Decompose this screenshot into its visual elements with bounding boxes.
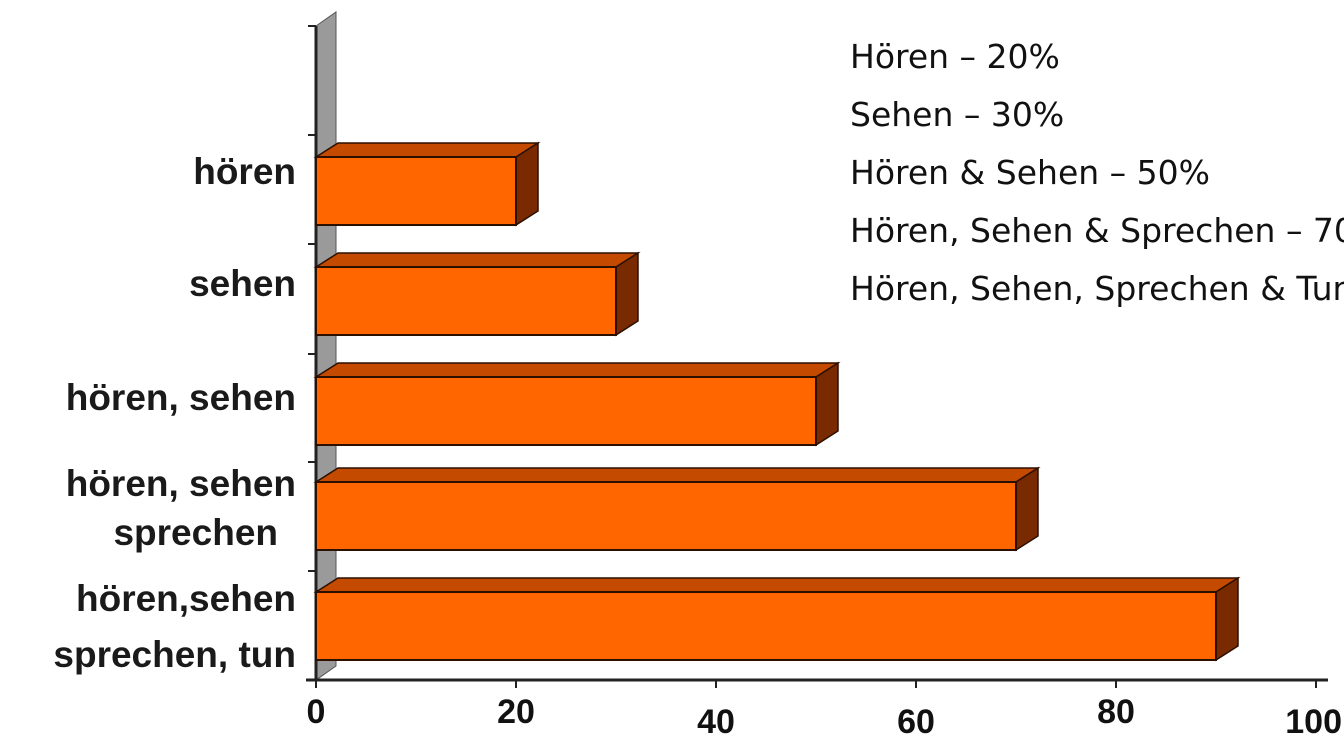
x-tick-label: 40: [697, 703, 735, 741]
category-label: sprechen, tun: [53, 634, 296, 675]
annotation-line: Hören – 20%: [850, 37, 1060, 76]
category-label: hören, sehen: [66, 463, 296, 504]
x-tick-label: 80: [1097, 693, 1135, 731]
annotation-line: Hören, Sehen, Sprechen & Tun – 90%: [850, 269, 1344, 308]
annotation-line: Hören, Sehen & Sprechen – 70%: [850, 211, 1344, 250]
bar-top-face: [313, 252, 641, 268]
bar-4: [313, 466, 1041, 552]
annotation-line: Sehen – 30%: [850, 95, 1064, 134]
bar-front-face: [315, 591, 1217, 661]
bar-2: [313, 251, 641, 337]
category-label: sehen: [189, 263, 296, 304]
bar-5: [313, 576, 1241, 662]
bar-front-face: [315, 156, 517, 226]
bar-top-face: [313, 577, 1241, 593]
bar-side-face: [1015, 466, 1039, 552]
bar-side-face: [615, 251, 639, 337]
bar-top-face: [313, 362, 841, 378]
x-axis: 0 20 40 60 80 100: [306, 678, 1342, 741]
x-tick-label: 20: [497, 693, 535, 731]
x-tick-label: 60: [897, 703, 935, 741]
bars: [313, 141, 1241, 662]
category-label: sprechen: [113, 512, 278, 553]
category-label: hören,sehen: [76, 578, 296, 619]
x-tick-label: 100: [1285, 703, 1342, 741]
category-labels: hören sehen hören, sehen hören, sehen sprech…: [53, 151, 296, 675]
bar-top-face: [313, 142, 541, 158]
bar-side-face: [815, 361, 839, 447]
category-label: hören, sehen: [66, 377, 296, 418]
bar-side-face: [1215, 576, 1239, 662]
bar-1: [313, 141, 541, 227]
bar-top-face: [313, 467, 1041, 483]
category-label: hören: [193, 151, 296, 192]
x-tick-label: 0: [307, 693, 326, 731]
bar-side-face: [515, 141, 539, 227]
back-wall: [308, 11, 337, 681]
bar-3: [313, 361, 841, 447]
bar-front-face: [315, 481, 1017, 551]
wall-depth: [315, 11, 337, 681]
bar-front-face: [315, 376, 817, 446]
annotation-line: Hören & Sehen – 50%: [850, 153, 1210, 192]
bar-front-face: [315, 266, 617, 336]
annotation-list: Hören – 20% Sehen – 30% Hören & Sehen – 50…: [850, 37, 1344, 308]
